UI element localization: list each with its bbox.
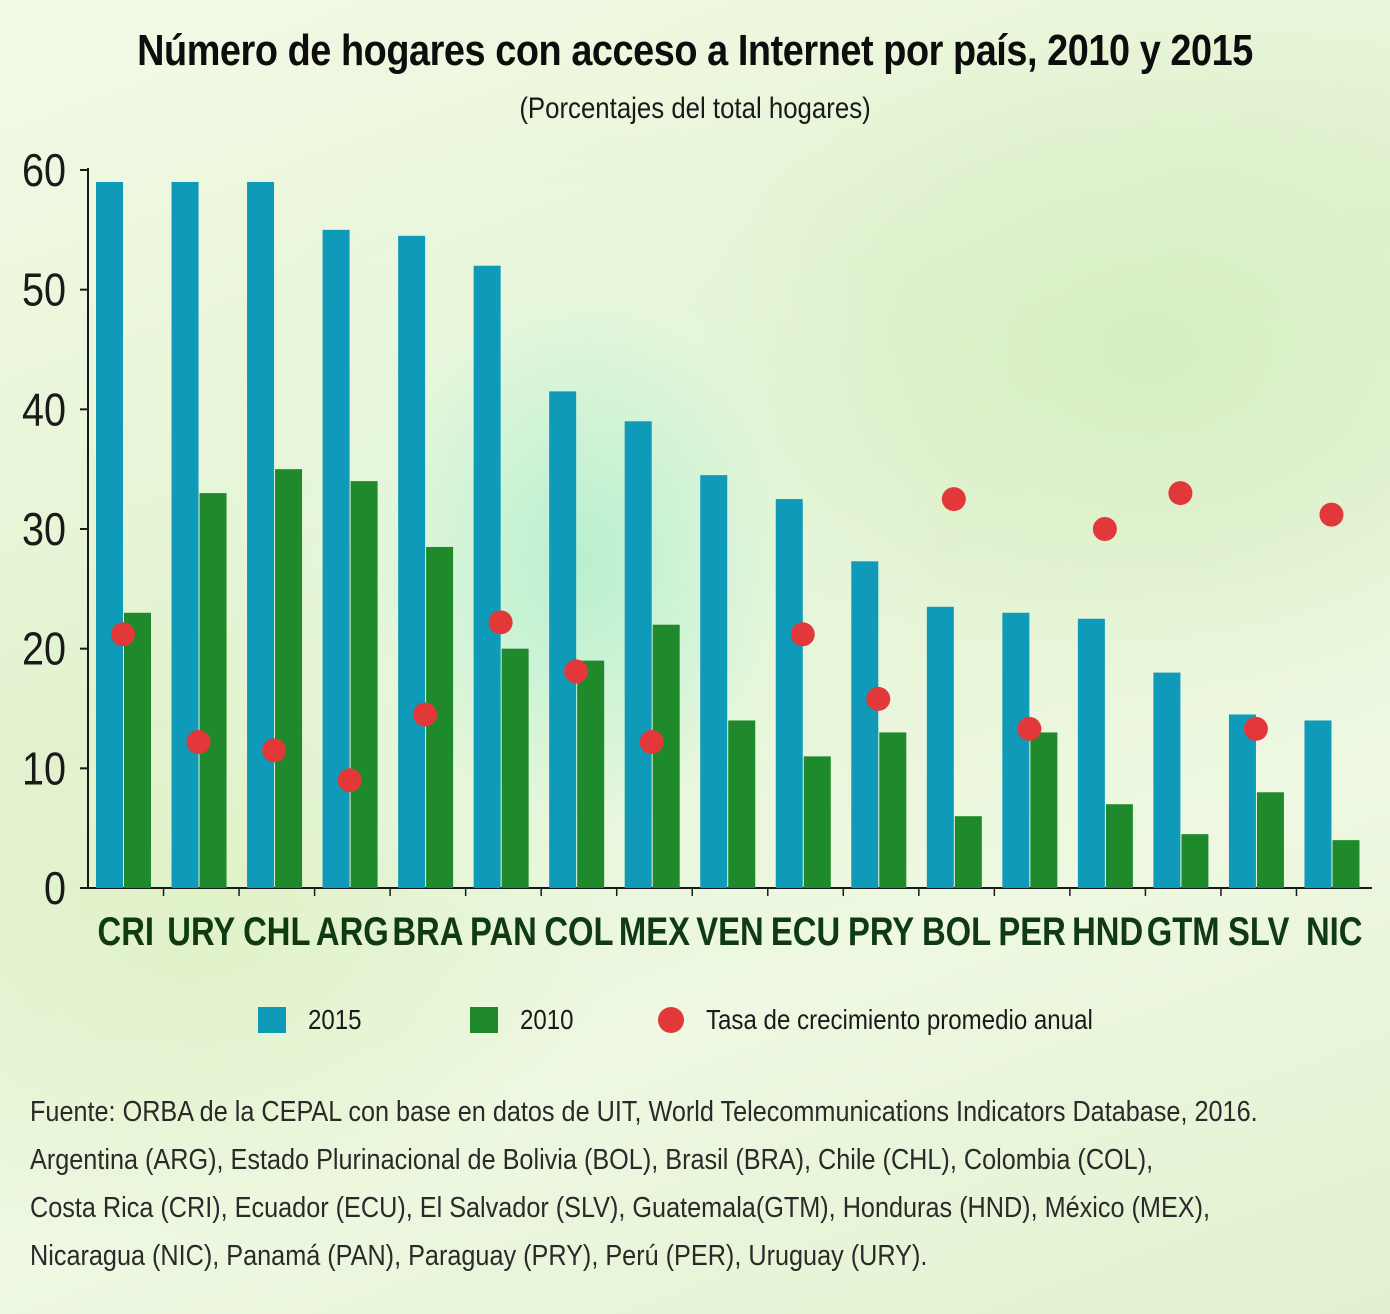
category-label-bol: BOL [922,909,991,954]
legend-label-2015: 2015 [308,1004,362,1035]
bar-2010-bol [954,816,982,888]
category-label-hnd: HND [1072,909,1143,954]
growth-point-col [564,659,589,684]
chart-title: Número de hogares con acceso a Internet … [137,26,1253,75]
category-label-ven: VEN [696,909,763,954]
legend-label-growth: Tasa de crecimiento promedio anual [706,1004,1093,1035]
bar-2010-nic [1332,840,1360,888]
growth-point-bol [941,487,966,512]
bar-2015-slv [1228,714,1256,888]
growth-point-ury [186,730,211,755]
bar-2010-cri [124,612,151,888]
y-tick-label: 0 [44,863,66,914]
bar-2015-nic [1304,720,1332,888]
bar-2015-cri [96,181,123,888]
source-line-1: Fuente: ORBA de la CEPAL con base en dat… [30,1096,1258,1128]
bar-2015-hnd [1077,618,1105,888]
bar-2010-ven [728,720,756,888]
growth-point-ecu [790,622,815,647]
y-tick-label: 60 [22,145,66,196]
bar-2015-pan [473,265,501,888]
category-label-mex: MEX [619,909,691,954]
legend-swatch-2015 [258,1007,286,1033]
bar-2010-per [1030,732,1058,888]
bar-2015-bol [926,606,954,888]
bar-2010-ecu [803,756,831,888]
y-tick-label: 20 [22,624,66,675]
bar-chart: 0 10 20 30 40 50 60 CRI URY CHL ARG BRA PAN COL MEX VEN… [22,145,1372,954]
category-label-nic: NIC [1306,909,1362,954]
chart-subtitle: (Porcentajes del total hogares) [519,92,871,125]
bar-2010-pan [501,648,529,888]
category-label-slv: SLV [1228,909,1290,954]
bar-2010-hnd [1105,804,1133,888]
y-tick-label: 30 [22,504,66,555]
bar-2015-gtm [1153,672,1181,888]
growth-point-per [1017,716,1042,741]
bar-2010-mex [652,624,680,888]
bar-2010-slv [1256,792,1284,888]
legend-dot-growth [658,1007,684,1033]
bar-2015-col [549,391,577,888]
growth-point-cri [111,622,135,647]
growth-point-bra [413,702,438,727]
bar-2010-gtm [1181,834,1209,888]
growth-point-hnd [1092,517,1117,541]
category-label-bra: BRA [392,909,463,954]
bar-2015-ury [171,181,199,888]
bar-2015-ven [700,475,728,888]
legend-label-2010: 2010 [520,1004,574,1035]
bar-2015-chl [247,181,275,888]
y-tick-label: 40 [22,385,66,436]
growth-point-slv [1243,716,1268,741]
legend-item-2015: 2015 [258,1000,370,1040]
bar-2015-ecu [775,499,803,888]
category-label-chl: CHL [243,909,310,954]
source-line-4: Nicaragua (NIC), Panamá (PAN), Paraguay … [30,1240,928,1272]
bar-2010-col [577,660,605,888]
bar-2015-bra [398,235,426,889]
category-label-per: PER [998,909,1065,954]
legend-swatch-2010 [470,1007,498,1033]
bar-2010-pry [879,732,907,888]
bar-2010-arg [350,481,378,888]
category-label-pan: PAN [470,909,537,954]
source-note: Fuente: ORBA de la CEPAL con base en dat… [30,1088,1283,1280]
category-label-arg: ARG [316,909,389,954]
bar-2010-ury [199,493,227,888]
bar-2015-pry [851,561,879,888]
bar-2015-mex [624,421,652,888]
growth-point-pry [866,686,891,711]
bar-2010-chl [275,469,303,888]
legend-item-growth: Tasa de crecimiento promedio anual [658,1000,1156,1040]
category-label-ury: URY [167,909,235,954]
source-line-2: Argentina (ARG), Estado Plurinacional de… [30,1144,1154,1176]
category-label-cri: CRI [98,909,154,954]
category-label-ecu: ECU [771,909,840,954]
growth-point-pan [488,610,513,635]
growth-point-mex [639,730,664,755]
bar-2015-per [1002,612,1030,888]
growth-point-arg [337,768,362,793]
y-tick-label: 10 [22,744,66,795]
category-label-col: COL [544,909,613,954]
growth-point-chl [262,738,287,763]
legend-item-2010: 2010 [470,1000,582,1040]
source-line-3: Costa Rica (CRI), Ecuador (ECU), El Salv… [30,1192,1211,1224]
growth-point-nic [1319,502,1344,527]
growth-point-gtm [1168,481,1193,506]
category-label-gtm: GTM [1147,909,1220,954]
category-label-pry: PRY [848,909,914,954]
y-tick-label: 50 [22,265,66,316]
chart-legend: 2015 2010 Tasa de crecimiento promedio a… [0,1000,1390,1040]
